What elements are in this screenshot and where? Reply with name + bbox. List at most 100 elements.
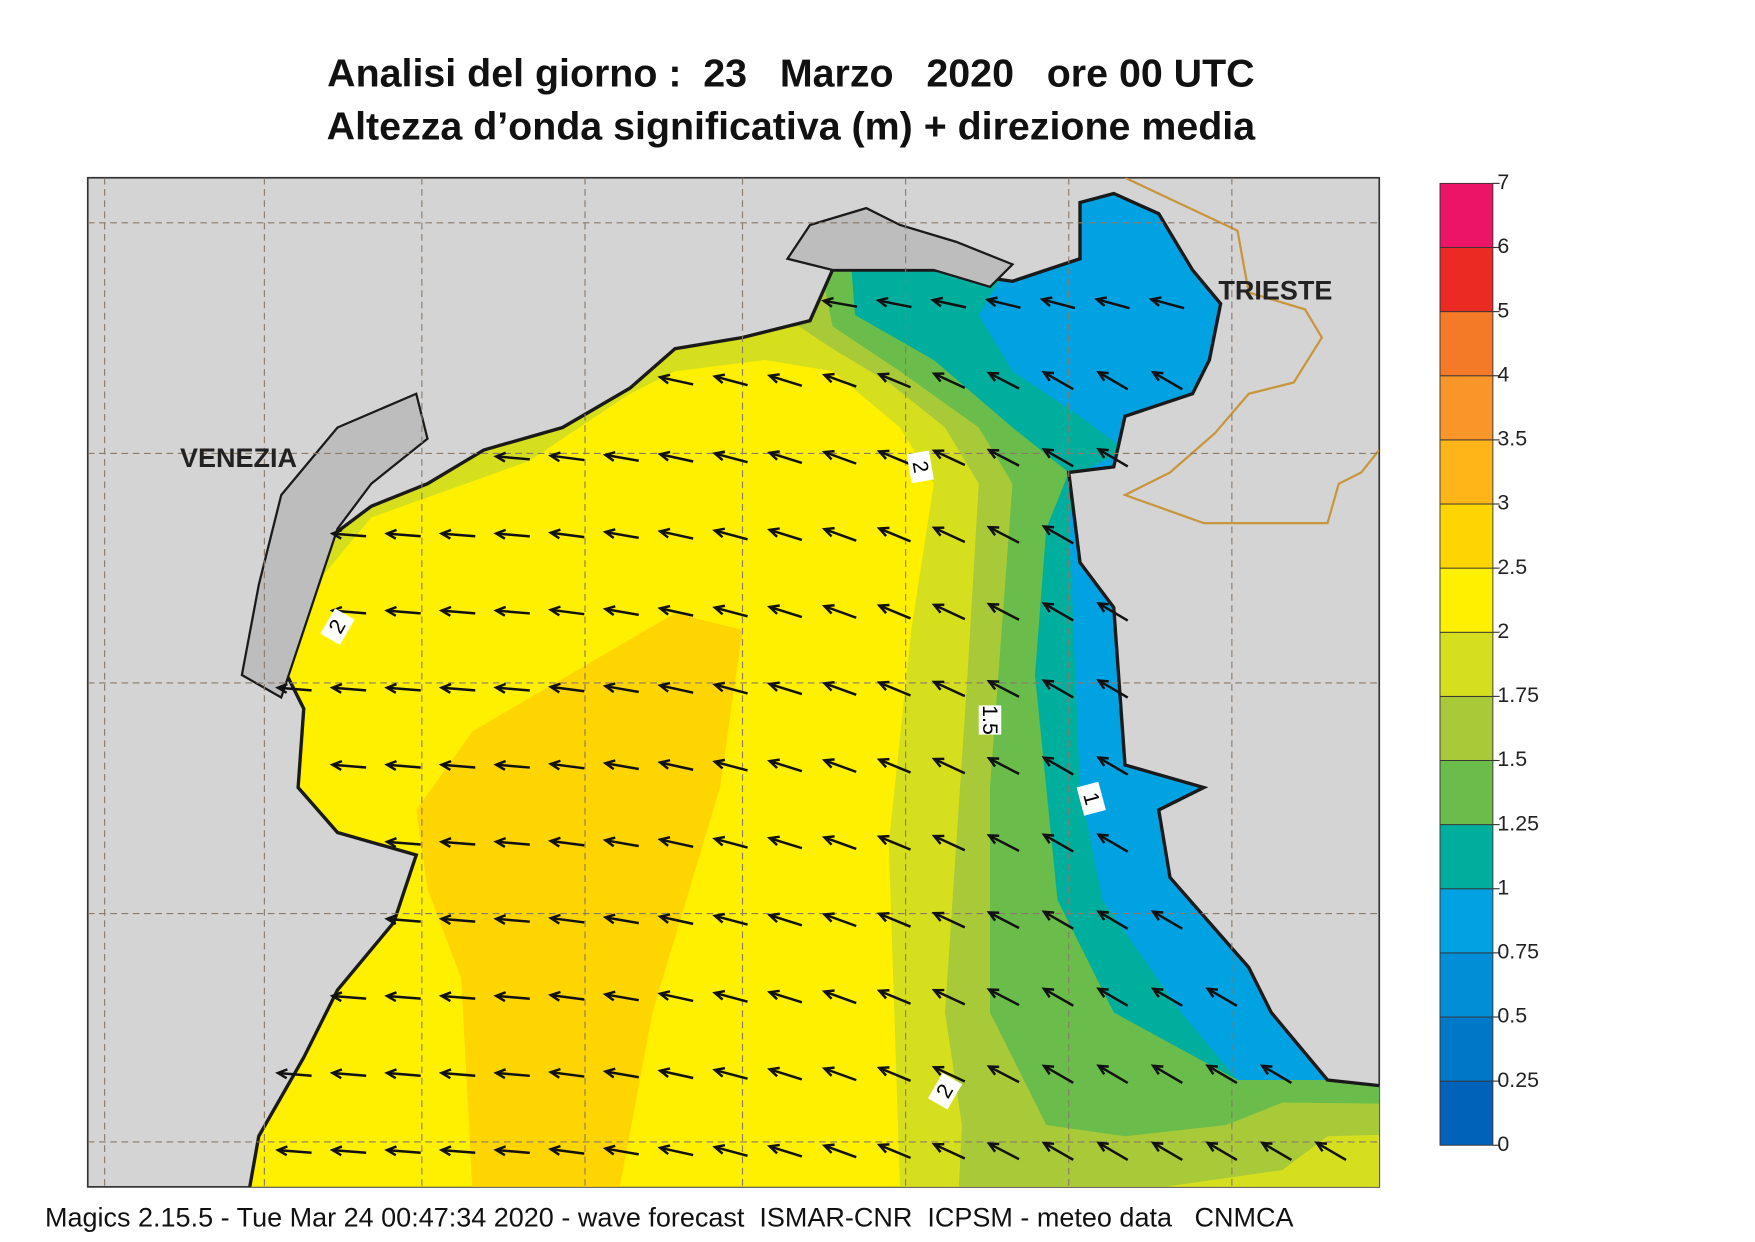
arrow bbox=[657, 1144, 694, 1157]
arrow bbox=[984, 296, 1021, 309]
arrow bbox=[712, 681, 748, 695]
arrow bbox=[384, 528, 421, 540]
arrow bbox=[548, 528, 585, 540]
arrow-head bbox=[493, 836, 507, 848]
arrow-shaft bbox=[769, 914, 803, 927]
arrow-shaft bbox=[1043, 371, 1074, 391]
arrow-shaft bbox=[824, 528, 857, 542]
arrow-shaft bbox=[332, 1148, 367, 1155]
arrow-head bbox=[876, 911, 890, 923]
arrow-head bbox=[1096, 602, 1109, 613]
arrow-shaft bbox=[1152, 910, 1183, 930]
arrow-shaft bbox=[441, 1071, 476, 1077]
arrow-shaft bbox=[659, 1146, 694, 1157]
arrow-shaft bbox=[1043, 448, 1074, 468]
border-line bbox=[1122, 177, 1380, 525]
arrow-head bbox=[931, 988, 945, 999]
arrow-shaft bbox=[769, 374, 803, 388]
arrow-shaft bbox=[933, 834, 966, 852]
arrow bbox=[986, 911, 1020, 930]
arrow-shaft bbox=[714, 991, 748, 1003]
arrow bbox=[712, 1143, 748, 1157]
arrow-shaft bbox=[605, 762, 639, 771]
arrow bbox=[384, 914, 421, 926]
arrow-head bbox=[766, 835, 780, 846]
arrow-shaft bbox=[878, 299, 912, 309]
arrow-head bbox=[602, 759, 616, 771]
arrow-shaft bbox=[714, 606, 748, 618]
colorbar-segment bbox=[1439, 567, 1494, 633]
arrow-shaft bbox=[988, 680, 1020, 698]
contour-label-text: 2 bbox=[908, 459, 934, 475]
arrow-head bbox=[275, 1068, 288, 1080]
arrow bbox=[602, 836, 639, 848]
arrow-head bbox=[329, 682, 343, 694]
arrow bbox=[1205, 1141, 1238, 1162]
arrow-shaft bbox=[878, 835, 912, 851]
arrow bbox=[657, 913, 694, 926]
arrow-head bbox=[275, 1145, 288, 1157]
arrow-head bbox=[1096, 370, 1109, 382]
arrow bbox=[548, 1144, 585, 1156]
arrow-head bbox=[931, 449, 945, 460]
arrow-head bbox=[602, 990, 616, 1002]
colorbar: 0 0.25 0.5 0.75 1 1.25 1.5 1.75 2 2.5 3 3.5 4 5 6 7 bbox=[1439, 170, 1539, 1156]
arrow-head bbox=[986, 371, 1000, 382]
arrow bbox=[876, 757, 912, 774]
arrow-shaft bbox=[933, 680, 966, 698]
arrow-shaft bbox=[1098, 756, 1129, 776]
arrow-head bbox=[766, 758, 780, 769]
colorbar-segment bbox=[1439, 503, 1494, 569]
arrow-head bbox=[766, 527, 780, 538]
colorbar-tick-label: 2 bbox=[1497, 619, 1509, 643]
arrow-shaft bbox=[714, 1068, 748, 1080]
arrow-shaft bbox=[933, 449, 966, 467]
arrow-head bbox=[602, 682, 616, 694]
arrow-head bbox=[986, 448, 1000, 459]
arrow bbox=[766, 989, 803, 1004]
arrow-shaft bbox=[496, 609, 530, 615]
arrow bbox=[548, 759, 585, 771]
arrow bbox=[329, 991, 367, 1003]
arrow-shaft bbox=[824, 990, 857, 1005]
title-line: Altezza d’onda significativa (m) + direz… bbox=[327, 105, 1257, 149]
arrow-head bbox=[1041, 1064, 1055, 1076]
arrow-head bbox=[493, 914, 507, 926]
arrow bbox=[657, 836, 694, 849]
arrow-shaft bbox=[769, 682, 803, 696]
arrow bbox=[329, 1068, 367, 1080]
arrow bbox=[657, 681, 694, 694]
arrow bbox=[602, 1067, 639, 1079]
arrow bbox=[821, 912, 857, 928]
arrow-head bbox=[821, 449, 835, 461]
arrow-shaft bbox=[1043, 1141, 1074, 1161]
arrow-shaft bbox=[386, 532, 421, 538]
arrow-shaft bbox=[659, 607, 694, 617]
arrow bbox=[986, 757, 1020, 775]
arrow-head bbox=[275, 682, 288, 694]
arrow-shaft bbox=[441, 917, 476, 923]
arrow bbox=[876, 911, 912, 928]
arrow bbox=[986, 525, 1020, 544]
arrow bbox=[766, 1066, 803, 1081]
colorbar-segment bbox=[1439, 182, 1494, 248]
arrow-head bbox=[766, 604, 780, 615]
arrow-shaft bbox=[1316, 1141, 1347, 1162]
arrow-shaft bbox=[988, 526, 1020, 544]
contour-label: 2 bbox=[906, 450, 934, 484]
arrow bbox=[438, 759, 476, 771]
arrow-shaft bbox=[988, 371, 1020, 390]
arrow-shaft bbox=[1152, 371, 1183, 391]
arrow bbox=[931, 834, 966, 852]
arrow-head bbox=[548, 528, 561, 540]
arrow bbox=[876, 603, 912, 620]
arrow bbox=[876, 1066, 912, 1082]
arrow-head bbox=[438, 991, 452, 1003]
arrow bbox=[1041, 602, 1074, 622]
contour-labels: 2 2 1.5 1 2 bbox=[320, 450, 1106, 1110]
arrow-shaft bbox=[933, 603, 966, 621]
arrow bbox=[931, 988, 966, 1006]
arrow-head bbox=[1039, 296, 1053, 307]
arrow bbox=[931, 449, 966, 467]
arrow-head bbox=[876, 603, 890, 614]
